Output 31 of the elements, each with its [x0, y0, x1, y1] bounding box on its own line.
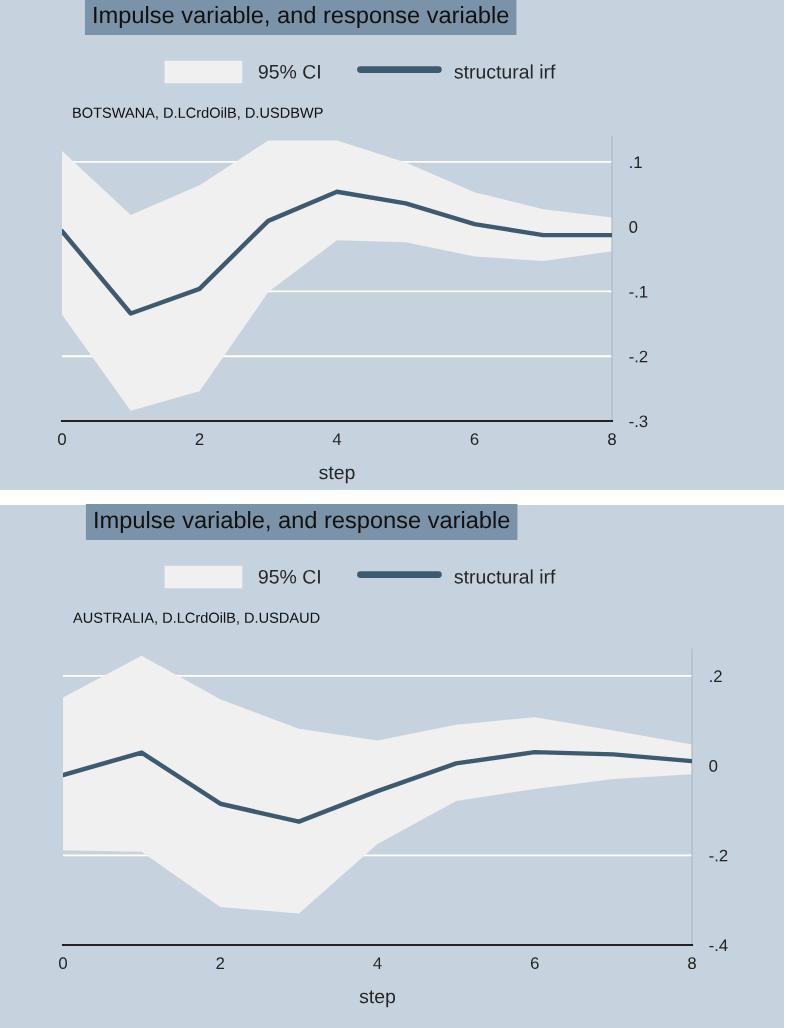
x-tick-label: 0	[58, 433, 66, 446]
x-tick-label: 4	[373, 957, 382, 969]
x-tick-label: 8	[608, 433, 616, 446]
x-tick-label: 6	[530, 957, 539, 970]
y-tick-label: -.2	[709, 849, 728, 862]
y-tick-label: 0	[709, 760, 718, 772]
x-axis-title: step	[319, 466, 355, 484]
y-tick-label: -.1	[629, 286, 648, 298]
line-series	[63, 749, 692, 824]
y-tick-label: -.2	[629, 350, 648, 363]
legend-label: structural irf	[454, 569, 556, 584]
y-tick-label: -.3	[629, 415, 648, 428]
chart-subtitle: BOTSWANA, D.LCrdOilB, D.USDBWP	[73, 107, 323, 120]
text: 95% CI	[258, 64, 320, 79]
chart-subtitle: AUSTRALIA, D.LCrdOilB, D.USDAUD	[73, 612, 320, 625]
line-series	[62, 189, 612, 316]
text: 95% CI	[258, 569, 320, 584]
chart-title: Impulse variable, and response variable	[95, 510, 510, 534]
x-tick-label: 4	[332, 433, 342, 445]
legend-label: structural irf	[454, 64, 556, 79]
x-axis-title: step	[359, 990, 396, 1008]
x-tick-label: 6	[470, 433, 479, 446]
x-tick-label: 0	[59, 957, 67, 970]
x-tick-label: 8	[688, 957, 696, 970]
chart-title: Impulse variable, and response variable	[94, 6, 509, 29]
y-tick-label: -.4	[709, 939, 728, 952]
y-tick-label: .2	[710, 670, 722, 682]
y-tick-label: 0	[629, 221, 638, 233]
y-tick-label: .1	[630, 156, 642, 168]
x-tick-label: 2	[195, 433, 204, 445]
x-tick-label: 2	[216, 957, 225, 969]
